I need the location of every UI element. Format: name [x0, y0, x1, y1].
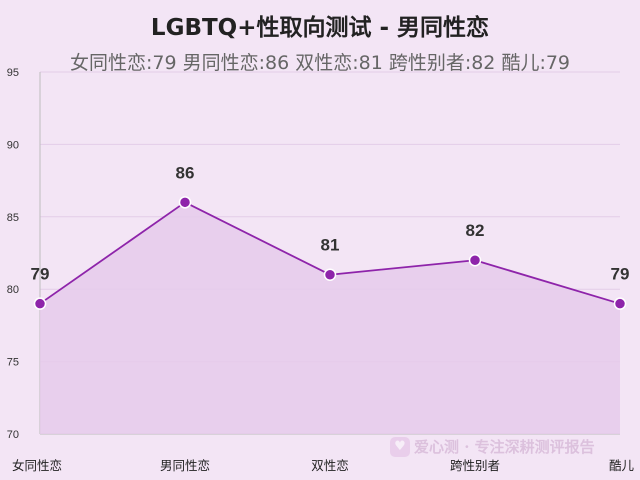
data-point — [468, 253, 482, 267]
x-tick-label: 跨性别者 — [450, 458, 500, 473]
y-tick-label: 75 — [7, 357, 19, 369]
data-label: 79 — [31, 265, 50, 284]
data-point — [323, 268, 337, 281]
data-point — [33, 297, 47, 310]
x-tick-label: 酷儿 — [609, 458, 635, 473]
x-tick-label: 女同性恋 — [12, 458, 62, 473]
heart-icon: ♥ — [390, 436, 410, 457]
y-tick-labels: 70 75 80 85 90 95 — [7, 67, 19, 441]
data-points — [33, 196, 627, 310]
watermark-text: 爱心测 · 专注深耕测评报告 — [414, 438, 595, 456]
data-label: 79 — [611, 265, 630, 284]
data-labels: 79 86 81 82 79 — [31, 163, 630, 283]
data-label: 82 — [466, 221, 485, 240]
x-tick-label: 双性恋 — [311, 458, 349, 473]
x-tick-label: 男同性恋 — [160, 458, 210, 473]
watermark: ♥ 爱心测 · 专注深耕测评报告 — [390, 436, 630, 458]
chart-subtitle: 女同性恋:79 男同性恋:86 双性恋:81 跨性别者:82 酷儿:79 — [69, 52, 571, 74]
chart-title: LGBTQ+性取向测试 - 男同性恋 — [150, 15, 490, 41]
y-tick-label: 95 — [7, 67, 19, 79]
x-tick-labels: 女同性恋 男同性恋 双性恋 跨性别者 酷儿 — [12, 458, 634, 473]
data-point — [613, 297, 627, 310]
y-tick-label: 80 — [7, 284, 19, 296]
y-tick-label: 90 — [7, 139, 19, 151]
data-label: 86 — [176, 163, 195, 182]
data-point — [178, 196, 192, 209]
y-tick-label: 85 — [7, 212, 19, 224]
y-tick-label: 70 — [7, 429, 19, 441]
data-label: 81 — [321, 236, 340, 255]
